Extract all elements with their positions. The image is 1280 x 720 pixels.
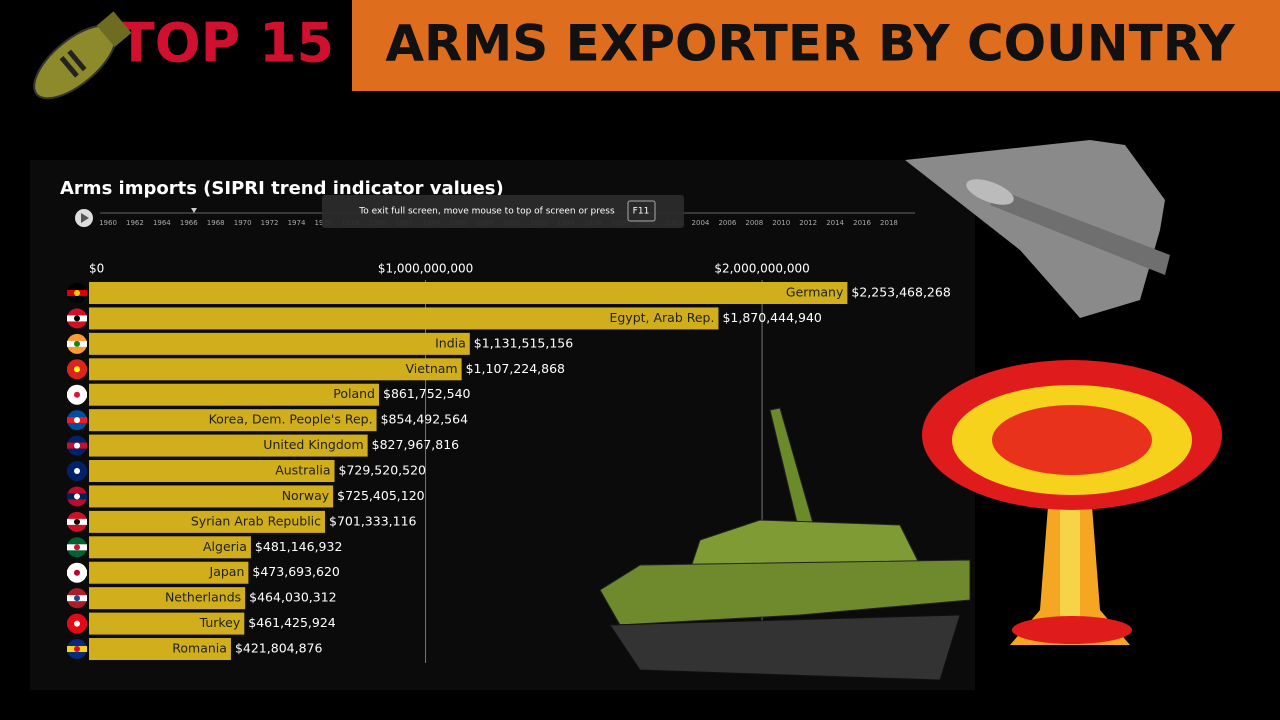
value-label: $421,804,876: [235, 641, 323, 656]
category-label: Germany: [786, 285, 844, 300]
value-label: $473,693,620: [252, 564, 340, 579]
value-label: $854,492,564: [381, 412, 469, 427]
bar: [89, 536, 251, 559]
timeline-year: 1964: [153, 219, 171, 227]
flag-emblem: [74, 493, 80, 500]
banner-box: [352, 0, 1280, 91]
flag-emblem: [74, 468, 80, 475]
timeline-year: 2010: [772, 219, 790, 227]
bomb-icon: [33, 11, 132, 100]
timeline-year: 2018: [880, 219, 898, 227]
timeline-year: 2014: [826, 219, 844, 227]
bar: [89, 358, 462, 381]
category-label: Egypt, Arab Rep.: [609, 310, 714, 325]
bar: [89, 638, 231, 661]
timeline-handle[interactable]: [191, 208, 197, 213]
flag-emblem: [74, 315, 80, 322]
value-label: $2,253,468,268: [851, 285, 950, 300]
value-label: $481,146,932: [255, 539, 342, 554]
flag-emblem: [74, 620, 80, 627]
fullscreen-notice: [322, 195, 684, 228]
value-label: $725,405,120: [337, 488, 425, 503]
bar: [89, 460, 335, 483]
category-label: Japan: [209, 564, 245, 579]
flag-emblem: [74, 290, 80, 296]
value-label: $1,107,224,868: [466, 361, 565, 376]
flag-emblem: [74, 340, 80, 347]
value-label: $861,752,540: [383, 386, 471, 401]
category-label: Korea, Dem. People's Rep.: [209, 412, 373, 427]
category-label: Syrian Arab Republic: [191, 513, 321, 528]
bar: [89, 409, 377, 432]
bar: [89, 587, 246, 610]
x-tick-label: $2,000,000,000: [714, 262, 809, 276]
category-label: Algeria: [203, 539, 247, 554]
timeline-year: 1974: [288, 219, 306, 227]
chart-title: Arms imports (SIPRI trend indicator valu…: [60, 178, 504, 199]
tank-icon: [599, 407, 971, 681]
category-label: Australia: [275, 463, 330, 478]
timeline-year: 1970: [234, 219, 252, 227]
value-label: $1,870,444,940: [722, 310, 821, 325]
x-tick-label: $0: [89, 262, 104, 276]
flag-emblem: [74, 417, 80, 424]
bar: [89, 561, 249, 584]
timeline-year: 1966: [180, 219, 198, 227]
timeline-year: 2004: [692, 219, 710, 227]
value-label: $461,425,924: [248, 615, 336, 630]
bar: [89, 612, 245, 635]
category-label: Romania: [172, 641, 227, 656]
value-label: $729,520,520: [339, 463, 427, 478]
notice-text: To exit full screen, move mouse to top o…: [358, 207, 615, 217]
bar: [89, 383, 380, 406]
category-label: United Kingdom: [263, 437, 363, 452]
timeline-year: 1962: [126, 219, 144, 227]
bar: [89, 510, 326, 533]
flag-emblem: [74, 518, 80, 525]
value-label: $827,967,816: [372, 437, 460, 452]
category-label: Turkey: [199, 615, 241, 630]
flag-emblem: [74, 646, 80, 653]
value-label: $701,333,116: [329, 513, 417, 528]
bar: [89, 332, 470, 355]
timeline-year: 2012: [799, 219, 817, 227]
banner-top: TOP 15: [118, 12, 334, 75]
flag-emblem: [74, 442, 80, 449]
jet-icon: [905, 140, 1170, 318]
category-label: Poland: [333, 386, 375, 401]
flag-emblem: [74, 544, 80, 551]
x-tick-label: $1,000,000,000: [378, 262, 473, 276]
category-label: Vietnam: [406, 361, 458, 376]
timeline-year: 1972: [261, 219, 279, 227]
flag-emblem: [74, 366, 80, 373]
banner-title: ARMS EXPORTER BY COUNTRY: [385, 15, 1235, 73]
key-box: [627, 200, 656, 222]
category-label: Norway: [282, 488, 330, 503]
chart: $0 $1,000,000,000 $2,000,000,000 Germany $2,…: [67, 262, 951, 663]
flag-emblem: [74, 391, 80, 398]
timeline-year: 1968: [207, 219, 225, 227]
value-label: $1,131,515,156: [474, 335, 573, 350]
category-label: India: [435, 335, 466, 350]
category-label: Netherlands: [165, 590, 241, 605]
bar: [89, 282, 848, 304]
timeline-year: 2008: [745, 219, 763, 227]
timeline-year: 2016: [853, 219, 871, 227]
timeline-year: 1960: [99, 219, 117, 227]
play-icon: [81, 213, 89, 223]
flag-emblem: [74, 595, 80, 602]
mushroom-cloud: [922, 360, 1222, 645]
bar: [89, 307, 719, 330]
bar: [89, 485, 334, 508]
timeline-year: 2006: [718, 219, 736, 227]
bar: [89, 434, 368, 457]
value-label: $464,030,312: [249, 590, 336, 605]
flag-emblem: [74, 569, 80, 576]
notice-key: F11: [633, 207, 650, 217]
